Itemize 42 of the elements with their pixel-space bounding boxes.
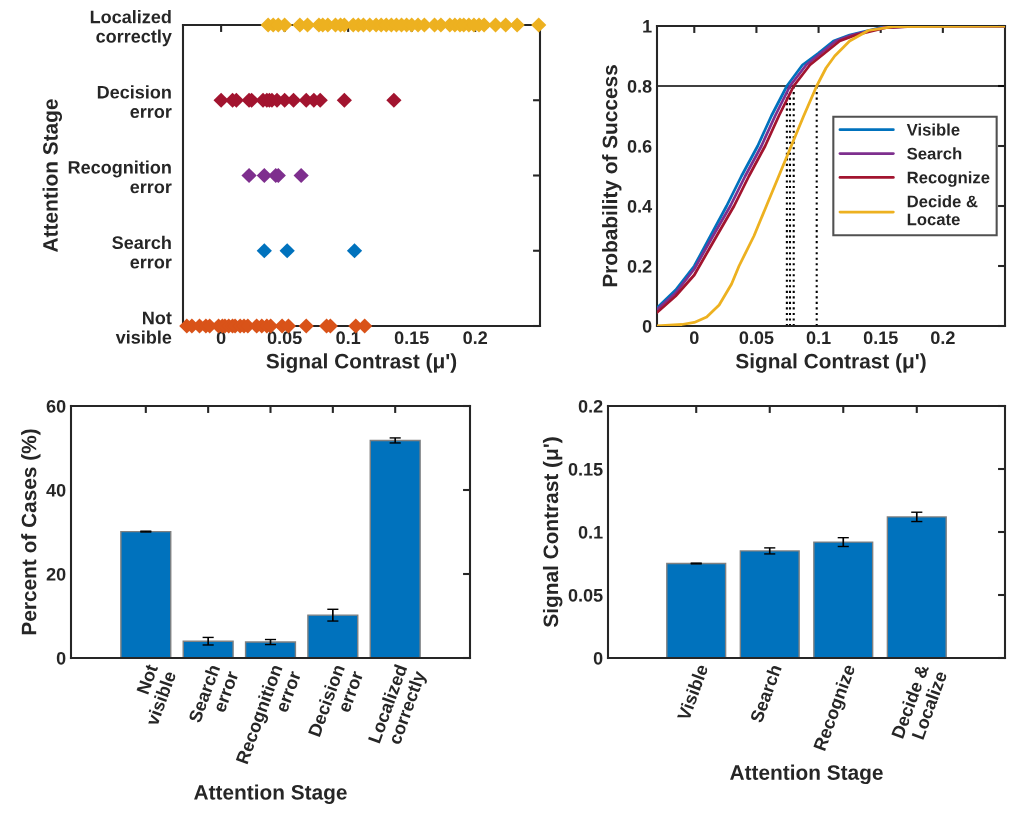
y-tick-label: 0 xyxy=(593,651,603,665)
y-tick-label: 0 xyxy=(642,319,652,333)
x-tick-label: 0.05 xyxy=(267,331,302,345)
y-tick-label: Decision error xyxy=(97,85,172,118)
x-tick-label: 0.1 xyxy=(336,331,361,345)
y-tick-label: 40 xyxy=(46,483,66,497)
y-tick-label: Localized correctly xyxy=(90,10,172,47)
y-tick-label: 0.2 xyxy=(627,259,652,273)
y-tick-label: 0.6 xyxy=(627,139,652,153)
y-tick-label: 0.1 xyxy=(578,525,603,539)
y-tick-label: 0.8 xyxy=(627,79,652,93)
x-tick-label: 0 xyxy=(689,331,699,345)
y-tick-label: Search error xyxy=(112,235,172,269)
y-tick-label: 0.2 xyxy=(578,399,603,413)
x-axis-title: Signal Contrast (μ') xyxy=(735,353,926,373)
x-tick-label: Visible xyxy=(676,663,709,722)
x-tick-label: 0.15 xyxy=(863,331,898,345)
y-tick-label: 0 xyxy=(56,651,66,665)
y-tick-label: 20 xyxy=(46,567,66,581)
legend-label: Decide & Locate xyxy=(907,195,978,226)
legend-label: Search xyxy=(907,147,962,160)
legend-label: Visible xyxy=(906,123,960,136)
x-tick-label: 0.15 xyxy=(394,331,429,345)
x-tick-label: 0.1 xyxy=(806,331,831,345)
y-tick-label: 0.4 xyxy=(627,199,653,213)
x-axis-title: Attention Stage xyxy=(730,764,883,785)
y-tick-label: 60 xyxy=(46,399,66,413)
y-tick-label: Recognition error xyxy=(68,160,172,194)
y-tick-label: 0.05 xyxy=(568,588,603,602)
y-axis-title: Probability of Success xyxy=(602,65,622,287)
y-tick-label: 1 xyxy=(643,20,652,33)
x-axis-title: Signal Contrast (μ') xyxy=(266,353,457,373)
y-axis-title: Attention Stage xyxy=(42,99,63,252)
x-tick-label: 0.2 xyxy=(931,331,955,345)
y-tick-label: 0.15 xyxy=(568,462,603,476)
y-axis-title: Signal Contrast (μ') xyxy=(542,437,563,628)
x-axis-title: Attention Stage xyxy=(194,784,347,804)
x-tick-label: 0.05 xyxy=(739,331,774,345)
legend-label: Recognize xyxy=(907,171,990,187)
y-axis-title: Percent of Cases (%) xyxy=(21,429,41,635)
x-tick-label: 0 xyxy=(216,331,226,345)
x-tick-label: 0.2 xyxy=(463,331,488,345)
